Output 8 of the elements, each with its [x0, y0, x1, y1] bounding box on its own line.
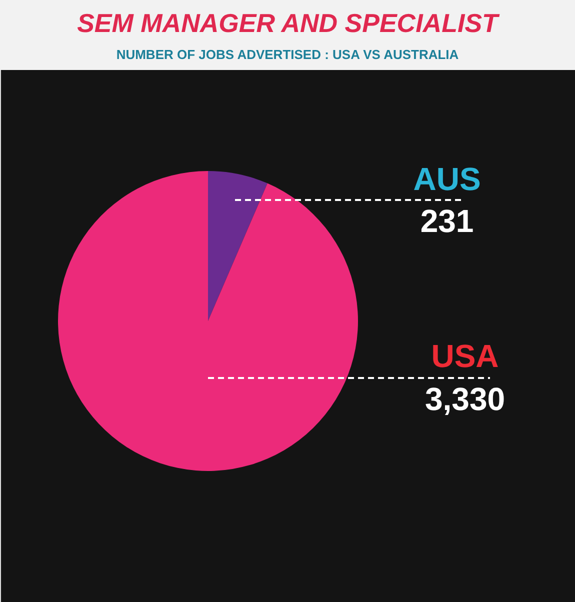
slice-label: USA — [431, 338, 499, 374]
data-label: 231 — [420, 203, 474, 239]
chart-subtitle: NUMBER OF JOBS ADVERTISED : USA VS AUSTRALIA — [116, 47, 460, 62]
chart-title: SEM MANAGER AND SPECIALIST — [77, 8, 500, 38]
pie-slice — [58, 171, 358, 471]
slice-label: AUS — [413, 161, 481, 197]
pie-slice — [208, 171, 268, 321]
data-label: 3,330 — [424, 381, 506, 417]
